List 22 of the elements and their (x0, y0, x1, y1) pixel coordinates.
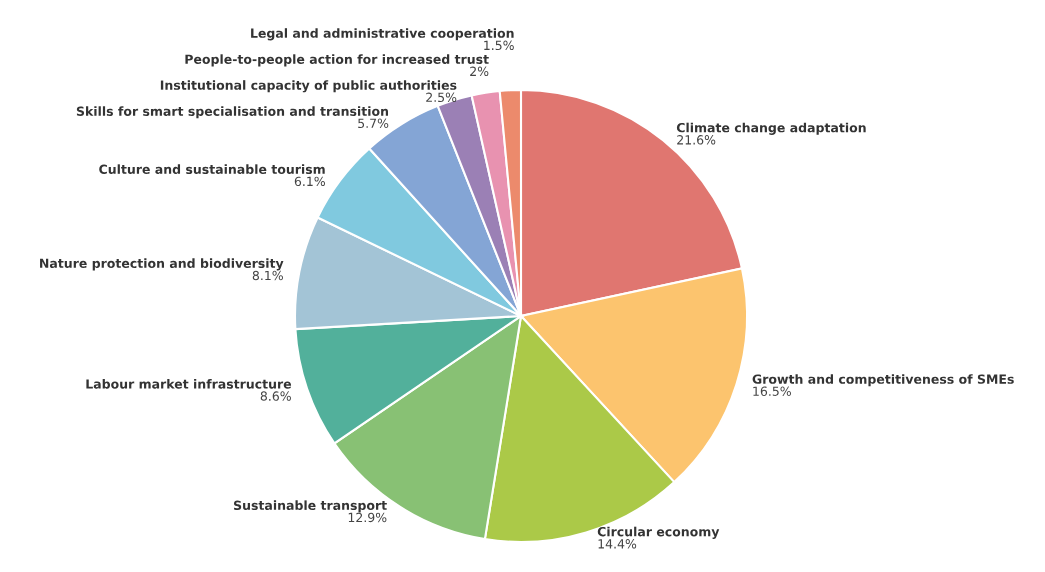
slice-label: Sustainable transport (234, 500, 387, 513)
data-label: 5.7% (358, 118, 389, 129)
slice-label: Labour market infrastructure (86, 379, 292, 389)
slice-label: Legal and administrative cooperation (251, 28, 514, 41)
slice-label: Climate change adaptation (676, 122, 866, 135)
data-label: 21.6% (677, 135, 716, 145)
data-label: 6.1% (294, 176, 325, 187)
slice-label: Skills for smart specialisation and transition (76, 106, 389, 119)
slice-label: Institutional capacity of public authorities (160, 80, 457, 93)
slice-label: Circular economy (597, 526, 720, 539)
data-label: 2.5% (426, 92, 457, 103)
data-label: 14.4% (598, 539, 637, 549)
data-label: 1.5% (484, 40, 514, 51)
slice-label: Nature protection and biodiversity (40, 258, 284, 271)
data-label: 2% (470, 66, 489, 77)
data-label: 16.5% (753, 386, 791, 396)
data-label: 8.1% (252, 270, 283, 281)
slice-label: Growth and competitiveness of SMEs (752, 374, 1014, 387)
data-label: 8.6% (260, 391, 291, 401)
slice-label: Culture and sustainable tourism (99, 164, 325, 174)
slice-label: People-to-people action for increased trust (185, 54, 489, 67)
data-label: 12.9% (348, 512, 387, 523)
